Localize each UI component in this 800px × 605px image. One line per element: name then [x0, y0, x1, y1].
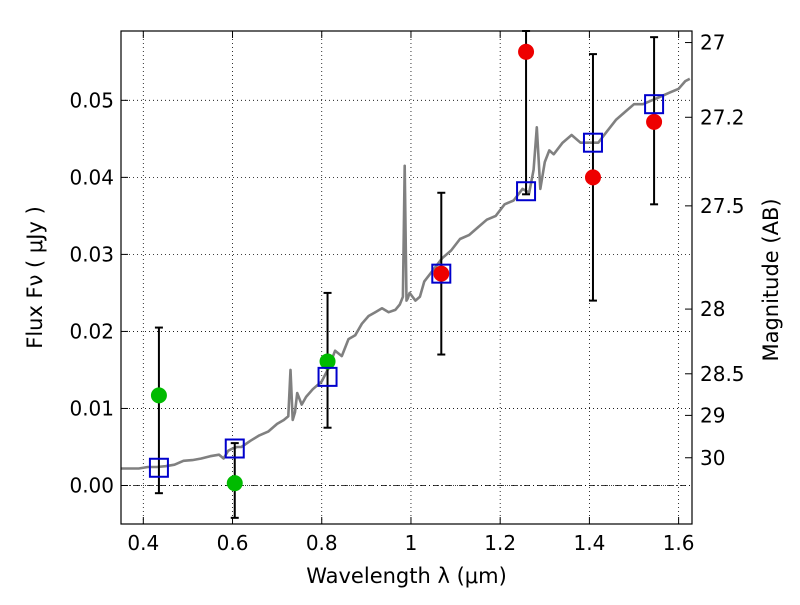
y2-axis-label: Magnitude (AB) — [759, 198, 783, 361]
y2-tick-label: 27 — [700, 31, 725, 55]
model-point-square — [224, 438, 245, 459]
y2-tick-label: 27.5 — [700, 194, 745, 218]
y2-tick-label: 27.2 — [700, 105, 745, 129]
x-tick-label: 1.6 — [663, 531, 695, 555]
plot-frame — [120, 30, 693, 525]
model-spectrum-line — [121, 77, 691, 470]
y-tick-label: 0.02 — [69, 319, 114, 343]
axis-ticks: 0.4 0.6 0.8 1 1.2 1.4 1.6 0.00 0.01 0.02 0.03 0.04 0… — [69, 31, 744, 555]
data-point — [646, 113, 663, 130]
y-tick-label: 0.00 — [69, 473, 114, 497]
x-tick-label: 0.6 — [217, 531, 249, 555]
data-point — [518, 43, 535, 60]
y-axis-label: Flux Fν ( μJy ) — [23, 206, 47, 349]
y2-tick-label: 28 — [700, 297, 725, 321]
y-tick-label: 0.03 — [69, 242, 114, 266]
model-point-square — [644, 94, 665, 115]
y2-tick-label: 28.5 — [700, 362, 745, 386]
data-point — [584, 169, 601, 186]
model-point-square — [317, 366, 338, 387]
x-tick-label: 1.2 — [484, 531, 516, 555]
y2-tick-label: 30 — [700, 446, 725, 470]
data-point — [226, 475, 243, 492]
data-point — [319, 353, 336, 370]
data-point — [433, 265, 450, 282]
x-tick-label: 1.4 — [573, 531, 605, 555]
model-point-square — [516, 181, 537, 202]
series — [121, 30, 691, 519]
y-tick-label: 0.04 — [69, 165, 114, 189]
x-tick-label: 1 — [405, 531, 418, 555]
x-axis-label: Wavelength λ (μm) — [306, 564, 507, 588]
model-point-square — [431, 263, 452, 284]
x-tick-label: 0.8 — [306, 531, 338, 555]
x-tick-label: 0.4 — [127, 531, 159, 555]
model-point-square — [148, 457, 169, 478]
y-tick-label: 0.05 — [69, 88, 114, 112]
data-point — [150, 387, 167, 404]
y-tick-label: 0.01 — [69, 396, 114, 420]
y2-tick-label: 29 — [700, 403, 725, 427]
model-point-square — [582, 132, 603, 153]
